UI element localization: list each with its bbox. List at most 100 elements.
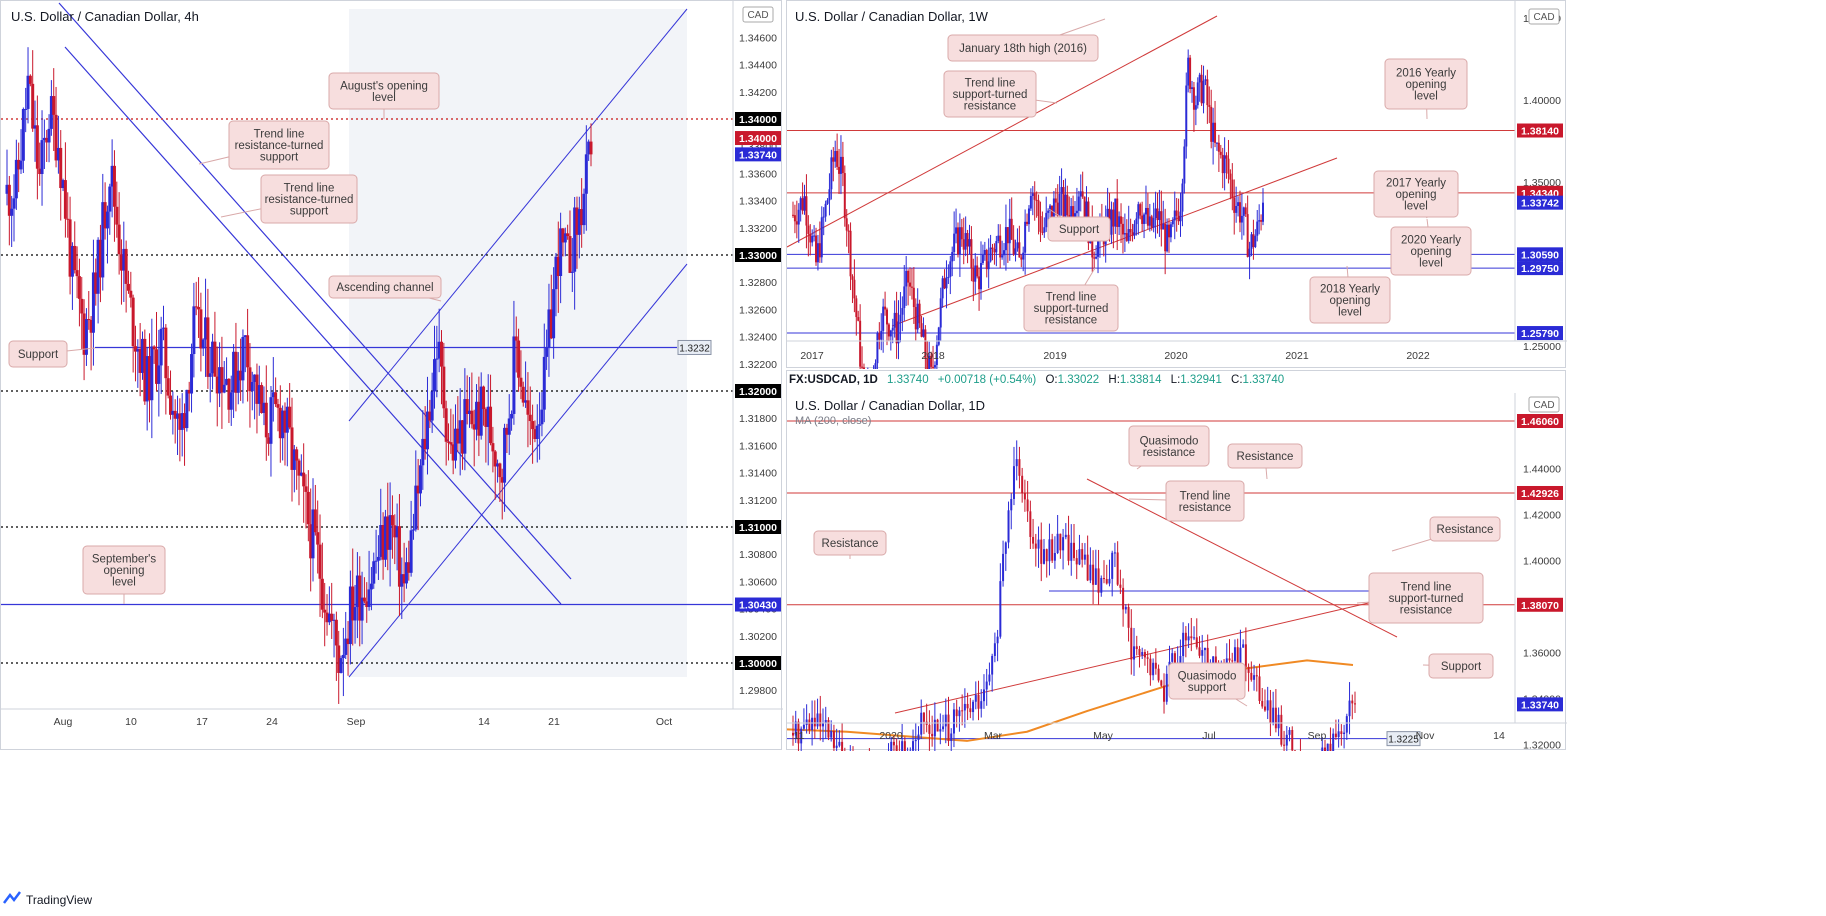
price-badge-label: 1.30430 <box>739 600 777 612</box>
candle-body <box>1180 212 1182 222</box>
chart-4h-svg[interactable]: 1.346001.344001.342001.340001.338001.336… <box>1 1 783 751</box>
candle-body <box>1147 208 1149 226</box>
candle-body <box>1291 730 1293 750</box>
candle-body <box>1179 656 1181 663</box>
chart-1w-svg[interactable]: 1.450001.400001.350001.300001.250001.200… <box>787 1 1567 369</box>
candle-body <box>113 166 116 207</box>
candle-body <box>944 278 946 288</box>
candle-body <box>585 154 588 193</box>
candle-body <box>295 449 298 460</box>
candle-body <box>830 731 832 737</box>
candle-body <box>798 210 800 225</box>
annotation-trendline-support-resistance-text: resistance <box>1045 315 1097 327</box>
candle-body <box>972 702 974 712</box>
candle-body <box>796 221 798 224</box>
candle-body <box>1160 211 1162 229</box>
annotation-2018-yearly-text: opening <box>1330 295 1371 307</box>
candle-body <box>1057 534 1059 553</box>
candle-body <box>1174 211 1176 221</box>
price-axis-4h[interactable]: 1.346001.344001.342001.340001.338001.336… <box>678 1 781 709</box>
candle-body <box>1130 628 1132 660</box>
candle-body <box>251 382 254 391</box>
candle-body <box>29 76 32 84</box>
time-tick-label: 11 <box>794 730 805 742</box>
candle-body <box>160 329 163 366</box>
chart-panel-4h[interactable]: 1.346001.344001.342001.340001.338001.336… <box>0 0 782 750</box>
time-tick-label: Oct <box>656 716 672 728</box>
candle-body <box>1195 105 1197 110</box>
candle-body <box>1136 646 1138 649</box>
price-tick-label: 1.32800 <box>739 277 777 289</box>
ohlc-info: FX:USDCAD, 1D 1.33740 +0.00718 (+0.54%) … <box>789 374 1284 386</box>
candle-body <box>890 742 892 751</box>
candle-body <box>1155 208 1157 218</box>
candle-body <box>529 415 532 421</box>
candle-body <box>307 492 310 524</box>
candle-body <box>911 287 913 288</box>
tradingview-logo-icon[interactable] <box>4 892 20 903</box>
candle-body <box>157 365 160 383</box>
candle-body <box>956 709 958 716</box>
candle-body <box>342 655 345 658</box>
candle-body <box>1166 674 1168 702</box>
candle-body <box>433 359 436 391</box>
candle-body <box>167 378 170 395</box>
annotation-september-opening-text: September's <box>92 554 156 566</box>
annotation-2017-yearly-text: level <box>1404 201 1428 213</box>
candle-body <box>1003 250 1005 255</box>
candle-body <box>449 442 452 444</box>
candle-body <box>590 142 593 155</box>
annotation-2018-yearly-text: 2018 Yearly <box>1320 284 1380 296</box>
candle-body <box>48 129 51 143</box>
candle-body <box>874 363 876 369</box>
candle-body <box>1197 82 1199 105</box>
candle-body <box>1224 155 1226 173</box>
candle-body <box>848 231 850 232</box>
candle-body <box>1156 208 1158 220</box>
candle-body <box>1181 184 1183 212</box>
candle-body <box>974 265 976 281</box>
candle-body <box>1329 744 1331 751</box>
support-value-label: 1.3232 <box>679 343 710 354</box>
candle-body <box>1065 535 1067 537</box>
candle-body <box>899 315 901 322</box>
candle-body <box>1144 652 1146 657</box>
candle-body <box>1027 499 1029 511</box>
price-axis-1d[interactable]: 1.440001.420001.400001.380001.360001.340… <box>1387 393 1563 751</box>
time-tick-label: 2020 <box>1164 350 1188 362</box>
candle-body <box>115 207 118 225</box>
candle-body <box>923 713 925 722</box>
candle-body <box>828 189 830 200</box>
chart-1d-svg[interactable]: 1.440001.420001.400001.380001.360001.340… <box>787 371 1567 751</box>
candle-body <box>1242 644 1244 647</box>
candle-body <box>1243 207 1245 215</box>
candle-body <box>354 607 357 620</box>
candle-body <box>24 109 27 110</box>
candle-body <box>1039 216 1041 232</box>
candle-body <box>836 746 838 748</box>
candle-body <box>1252 234 1254 247</box>
candle-body <box>917 735 919 740</box>
chart-panel-1d[interactable]: 1.440001.420001.400001.380001.360001.340… <box>786 370 1566 750</box>
price-badge-label: 1.30000 <box>739 658 777 670</box>
candle-body <box>106 212 109 229</box>
candle-body <box>1155 663 1157 669</box>
time-tick-label: 2021 <box>1285 350 1309 362</box>
candle-body <box>863 368 865 369</box>
price-tick-label: 1.33600 <box>739 168 777 180</box>
price-axis-1w[interactable]: 1.450001.400001.350001.300001.250001.200… <box>1515 1 1563 369</box>
chart-panel-1w[interactable]: 1.450001.400001.350001.300001.250001.200… <box>786 0 1566 368</box>
candle-body <box>1141 652 1143 655</box>
candle-body <box>851 276 853 279</box>
annotation-trendline-support-resistance-text: resistance <box>1400 605 1452 617</box>
candle-body <box>1028 209 1030 225</box>
price-tick-label: 1.44000 <box>1523 463 1561 475</box>
candle-body <box>190 354 193 393</box>
candle-body <box>939 729 941 731</box>
candle-body <box>1269 700 1271 723</box>
candle-body <box>1035 544 1037 549</box>
candle-body <box>825 720 827 723</box>
